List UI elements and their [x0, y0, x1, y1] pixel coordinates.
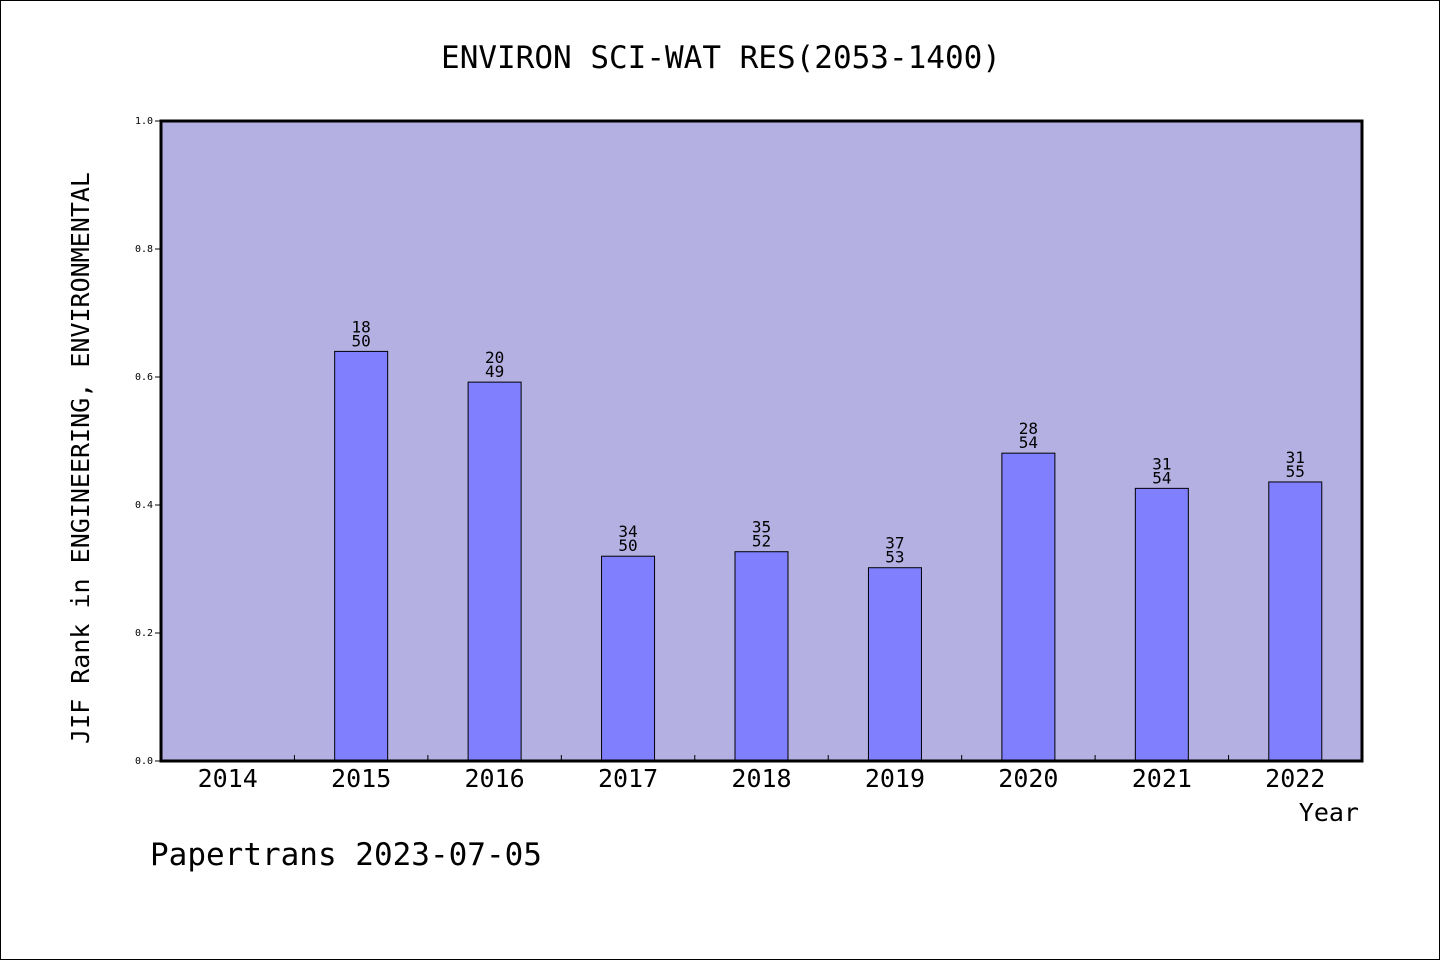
y-axis-label: JIF Rank in ENGINEERING, ENVIRONMENTAL — [66, 172, 95, 744]
bar — [601, 555, 656, 762]
bar-rank-label: 31 — [1152, 454, 1171, 473]
x-tick-label: 2018 — [731, 764, 791, 793]
x-tick-label: 2019 — [865, 764, 925, 793]
chart-title: ENVIRON SCI-WAT RES(2053-1400) — [441, 40, 1001, 76]
x-tick-label: 2017 — [598, 764, 658, 793]
y-tick-label: 0.8 — [135, 244, 153, 255]
bar-total-label: 53 — [885, 548, 904, 567]
bar-rank-label: 37 — [885, 534, 904, 553]
bar — [1001, 452, 1056, 762]
x-tick-label: 2016 — [465, 764, 525, 793]
y-tick-label: 0.4 — [135, 500, 153, 511]
bar — [867, 567, 922, 762]
bar-rank-label: 18 — [352, 317, 371, 336]
bar-rank-label: 20 — [485, 348, 504, 367]
bar — [734, 551, 789, 762]
bar-rank-label: 35 — [752, 518, 771, 537]
bar-total-label: 50 — [352, 331, 371, 350]
y-tick-label: 0.6 — [135, 372, 153, 383]
footer-text: Papertrans 2023-07-05 — [150, 837, 542, 873]
bar — [334, 350, 389, 762]
bar-total-label: 54 — [1152, 468, 1171, 487]
bar-total-label: 55 — [1286, 462, 1305, 481]
bar-total-label: 49 — [485, 362, 504, 381]
y-tick-label: 0.2 — [135, 628, 153, 639]
x-axis-label: Year — [1299, 798, 1359, 827]
bar-rank-label: 28 — [1019, 419, 1038, 438]
bar — [1134, 487, 1189, 762]
x-tick-label: 2022 — [1265, 764, 1325, 793]
bar-total-label: 50 — [618, 536, 637, 555]
bar — [467, 381, 522, 762]
bar — [1268, 481, 1323, 762]
bar-rank-label: 34 — [618, 522, 637, 541]
x-tick-label: 2021 — [1132, 764, 1192, 793]
plot-frame — [159, 119, 1364, 763]
x-tick-label: 2015 — [331, 764, 391, 793]
x-tick-label: 2014 — [198, 764, 258, 793]
bar-total-label: 54 — [1019, 433, 1038, 452]
bar-rank-label: 31 — [1286, 448, 1305, 467]
y-tick-label: 0.0 — [135, 756, 153, 767]
y-tick-label: 1.0 — [135, 116, 153, 127]
x-tick-label: 2020 — [998, 764, 1058, 793]
bar-total-label: 52 — [752, 532, 771, 551]
